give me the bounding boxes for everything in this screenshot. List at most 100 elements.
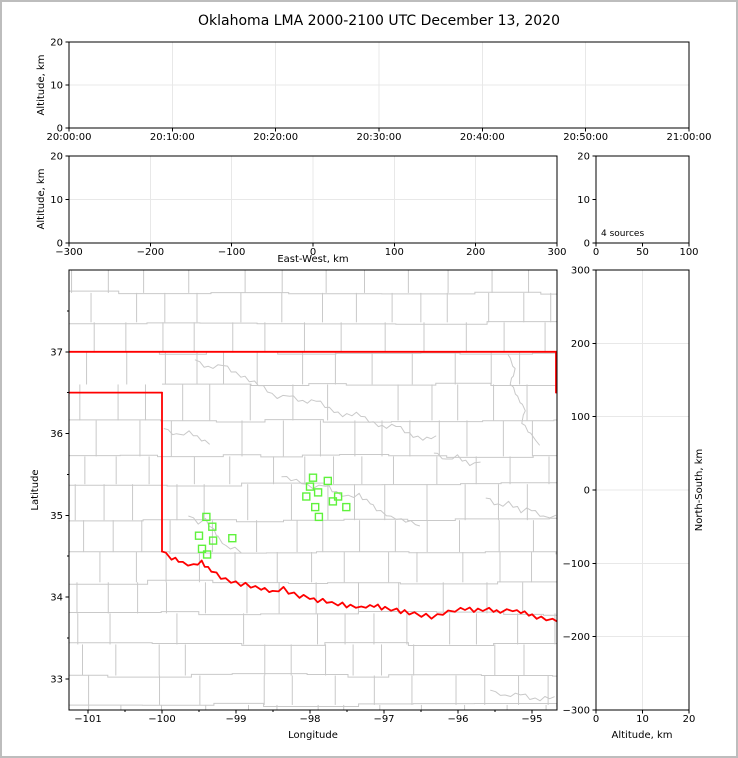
tick-label: 0 [310,247,316,258]
tick-label: 200 [571,339,590,350]
source-marker [333,492,343,501]
river-line [281,476,420,527]
panel-box [68,41,690,129]
east-west-ylabel: Altitude, km [36,168,47,230]
source-marker [228,534,237,543]
tick-label: 20 [683,714,696,725]
north-south-ylabel: North-South, km [694,448,705,532]
tick-label: −97 [373,714,394,725]
tick-label: 50 [636,247,649,258]
tick-label: 10 [636,714,649,725]
tick-label: 20:20:00 [253,132,298,143]
source-marker [313,488,323,497]
tick-label: −300 [563,706,590,717]
county-line [69,673,557,678]
tick-label: 10 [50,195,63,206]
gridlines [69,42,689,710]
tick-label: 10 [50,81,63,92]
tick-label: −99 [225,714,246,725]
tick-label: −200 [563,632,590,643]
source-marker [302,492,311,501]
north-south-xlabel: Altitude, km [611,730,673,741]
tick-label: 35 [50,511,63,522]
source-marker [202,550,212,559]
county-line [69,702,557,707]
sources-annotation: 4 sources [601,229,644,239]
tick-label: 300 [547,247,566,258]
tick-label: 36 [50,429,63,440]
tick-label: 20 [50,152,63,163]
tick-label: −300 [55,247,82,258]
county-line [69,551,557,555]
source-marker [308,473,318,482]
county-line [69,517,557,523]
tick-label: 20:50:00 [563,132,608,143]
river-line [490,689,555,702]
tick-label: 200 [466,247,485,258]
panel-box [595,155,690,244]
tick-label: 20 [577,152,590,163]
tick-label: 0 [57,124,63,135]
source-marker [208,536,218,545]
source-marker [323,476,332,486]
source-marker [202,512,211,522]
county-line [69,290,557,295]
county-line [69,642,557,646]
river-line [433,452,481,467]
map-ylabel: Latitude [30,469,41,511]
tick-label: 100 [571,412,590,423]
tick-label: 20 [50,38,63,49]
tick-label: 20:40:00 [460,132,505,143]
river-line [188,515,242,554]
tick-label: −95 [521,714,542,725]
source-marker [314,512,324,522]
tick-label: 100 [679,247,698,258]
tick-label: −96 [447,714,468,725]
county-line [69,454,557,458]
source-marker [311,502,320,512]
source-marker [197,544,207,553]
tick-label: 37 [50,347,63,358]
panel-box [68,269,558,711]
county-line [162,382,557,386]
tick-label: −100 [218,247,245,258]
tick-label: 100 [385,247,404,258]
state-border-red-river [161,550,557,623]
tick-label: 20:10:00 [150,132,195,143]
county-line [69,611,557,616]
axes: 20:00:00 20:10:00 20:20:00 20:30:00 20:40:00… [47,38,712,726]
tick-label: 0 [593,247,599,258]
tick-label: 33 [50,674,63,685]
source-marker [342,502,351,512]
source-marker [328,497,338,506]
tick-label: 20:00:00 [47,132,92,143]
east-west-xlabel: East-West, km [277,254,349,265]
source-marker [305,482,315,491]
tick-label: 0 [584,239,590,250]
tick-label: 300 [571,266,590,277]
tick-label: −101 [74,714,101,725]
tick-label: 20:30:00 [357,132,402,143]
county-line [69,482,557,487]
panel-box [68,155,558,244]
tick-label: 34 [50,593,63,604]
county-line [69,419,557,423]
tick-label: −100 [148,714,175,725]
source-marker [194,531,204,540]
tick-label: −100 [563,559,590,570]
map-xlabel: Longitude [288,730,338,741]
tick-label: −200 [137,247,164,258]
tick-label: 0 [584,486,590,497]
panel-box [595,269,690,711]
tick-label: 0 [593,714,599,725]
tick-label: 21:00:00 [667,132,712,143]
river-line [485,497,557,519]
river-line [194,359,437,441]
river-line [507,354,540,446]
figure-title: Oklahoma LMA 2000-2100 UTC December 13, … [198,13,560,29]
time-height-ylabel: Altitude, km [36,54,47,116]
county-line [69,579,557,585]
tick-label: −98 [299,714,320,725]
